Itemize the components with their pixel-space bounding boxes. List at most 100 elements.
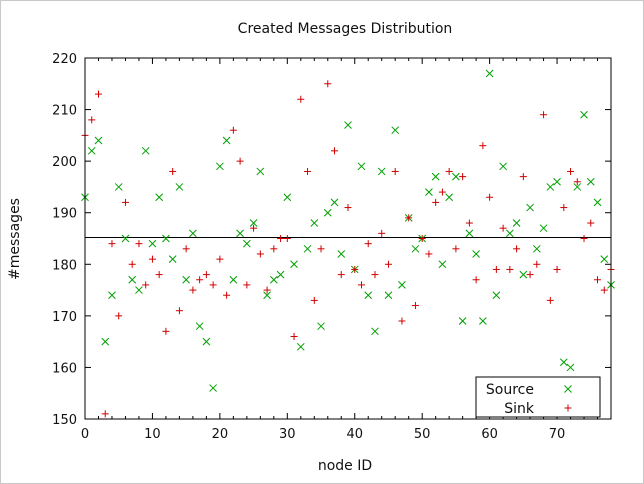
source-point <box>128 275 137 284</box>
source-point <box>452 172 460 181</box>
source-point <box>182 275 191 284</box>
x-tick-label: 10 <box>144 427 161 442</box>
source-point <box>425 188 433 196</box>
sink-point <box>236 157 244 165</box>
y-tick-label: 220 <box>52 52 77 67</box>
source-point <box>458 317 467 325</box>
sink-point <box>506 265 514 273</box>
sink-point <box>432 198 440 206</box>
sink-point <box>405 214 413 222</box>
sink-point <box>155 271 163 279</box>
y-tick-label: 200 <box>52 155 77 170</box>
source-point <box>249 219 258 227</box>
ticks-layer: 150 160 170 180 190 200 210 220 0 10 20 30 40 50 60 70 <box>52 52 612 442</box>
sink-point <box>418 235 426 242</box>
source-point <box>586 177 595 186</box>
source-point <box>573 183 582 191</box>
source-point <box>236 229 244 238</box>
source-point <box>512 219 521 227</box>
sink-point <box>175 307 183 315</box>
sink-point <box>290 332 298 340</box>
sink-point <box>169 167 177 175</box>
source-point <box>600 255 609 263</box>
source-point <box>121 234 130 243</box>
sink-point <box>256 250 264 258</box>
sink-point <box>88 116 96 124</box>
sink-point <box>196 276 204 284</box>
sink-point <box>202 271 210 279</box>
sink-point <box>229 126 237 134</box>
source-point <box>519 270 528 279</box>
sink-point <box>317 245 325 253</box>
sink-point <box>472 276 480 284</box>
sink-point <box>337 271 345 279</box>
y-tick-label: 160 <box>52 361 77 376</box>
source-point <box>323 208 332 217</box>
source-point <box>148 239 157 248</box>
sink-point <box>600 286 608 294</box>
sink-point <box>391 167 399 175</box>
source-point <box>546 183 555 191</box>
source-point <box>87 146 96 155</box>
sink-point <box>580 235 588 242</box>
plot-border <box>84 57 612 420</box>
source-point <box>532 244 541 253</box>
source-point <box>269 275 278 284</box>
source-point <box>175 183 184 191</box>
data-points-layer <box>81 69 615 418</box>
source-point <box>364 291 373 300</box>
x-tick-label: 50 <box>414 427 431 442</box>
sink-point <box>182 245 190 253</box>
source-point <box>580 110 588 119</box>
sink-point <box>519 173 527 181</box>
legend: Source Sink <box>475 376 601 418</box>
sink-point <box>101 410 109 418</box>
axes-layer <box>84 57 612 420</box>
sink-point <box>223 291 231 299</box>
source-point <box>330 198 339 207</box>
sink-point <box>587 219 595 227</box>
y-tick-label: 170 <box>52 310 77 325</box>
source-point <box>290 260 298 269</box>
source-point <box>216 162 224 171</box>
x-tick-label: 20 <box>212 427 229 442</box>
source-point <box>229 275 238 284</box>
source-point <box>283 193 292 202</box>
sink-point <box>148 255 156 263</box>
sink-point <box>546 296 554 304</box>
sink-point <box>128 260 136 268</box>
sink-point <box>567 167 575 175</box>
y-tick-label: 210 <box>52 104 77 119</box>
sink-point <box>351 265 359 273</box>
sink-point <box>263 286 271 294</box>
source-point <box>242 239 251 248</box>
source-point <box>539 224 548 233</box>
sink-point <box>324 80 332 88</box>
source-point <box>438 260 447 269</box>
sink-point <box>499 224 507 232</box>
sink-point <box>209 281 217 289</box>
source-point <box>296 342 305 351</box>
sink-point <box>445 167 453 175</box>
source-point <box>384 291 393 300</box>
sink-point <box>162 327 170 335</box>
sink-point <box>344 204 352 212</box>
sink-point <box>277 235 285 242</box>
chart-title: Created Messages Distribution <box>238 21 453 37</box>
source-point <box>526 203 534 212</box>
source-point <box>445 193 454 202</box>
source-point <box>411 244 420 253</box>
sink-point <box>533 260 541 268</box>
source-point <box>371 327 379 336</box>
sink-point <box>378 229 386 237</box>
sink-point <box>486 193 494 201</box>
x-axis-label: node ID <box>318 458 372 474</box>
source-point <box>559 358 568 367</box>
legend-label-source: Source <box>486 382 534 398</box>
y-tick-label: 150 <box>52 413 77 428</box>
source-point <box>337 250 346 258</box>
legend-box <box>475 376 601 418</box>
source-point <box>108 291 116 300</box>
source-point <box>566 363 575 372</box>
sink-point <box>304 167 312 175</box>
